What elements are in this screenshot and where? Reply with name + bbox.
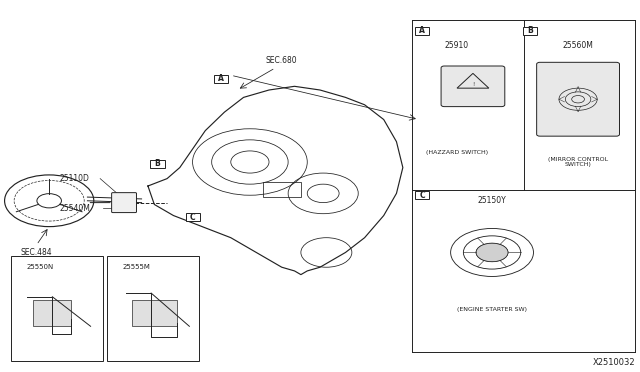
Text: !: ! — [472, 82, 474, 87]
Text: 25150Y: 25150Y — [477, 196, 506, 205]
Text: 25540M: 25540M — [60, 203, 90, 213]
Text: A: A — [419, 26, 425, 35]
Bar — [415, 27, 429, 35]
Text: 25910: 25910 — [445, 41, 469, 50]
Bar — [415, 191, 429, 199]
Text: 25110D: 25110D — [60, 174, 90, 183]
Bar — [33, 301, 72, 326]
Circle shape — [476, 243, 508, 262]
Text: X2510032: X2510032 — [593, 358, 636, 367]
Bar — [132, 301, 177, 326]
Text: 25550N: 25550N — [27, 264, 54, 270]
Bar — [524, 27, 538, 35]
Text: 25555M: 25555M — [122, 264, 150, 270]
FancyBboxPatch shape — [441, 66, 505, 107]
Text: C: C — [189, 213, 195, 222]
FancyBboxPatch shape — [111, 193, 136, 212]
Bar — [150, 160, 164, 168]
Text: SEC.484: SEC.484 — [20, 248, 52, 257]
Text: (HAZZARD SWITCH): (HAZZARD SWITCH) — [426, 150, 488, 155]
Text: (ENGINE STARTER SW): (ENGINE STARTER SW) — [457, 307, 527, 312]
Text: B: B — [155, 159, 161, 169]
Bar — [214, 75, 228, 83]
FancyBboxPatch shape — [537, 62, 620, 136]
Text: 25560M: 25560M — [563, 41, 593, 50]
Bar — [106, 256, 199, 361]
Bar — [186, 213, 200, 221]
Bar — [11, 256, 103, 361]
Text: B: B — [527, 26, 533, 35]
Text: A: A — [218, 74, 224, 83]
Text: (MIRROR CONTROL
SWITCH): (MIRROR CONTROL SWITCH) — [548, 157, 608, 167]
Text: SEC.680: SEC.680 — [266, 56, 298, 65]
Text: C: C — [419, 191, 425, 200]
Bar — [262, 182, 301, 197]
